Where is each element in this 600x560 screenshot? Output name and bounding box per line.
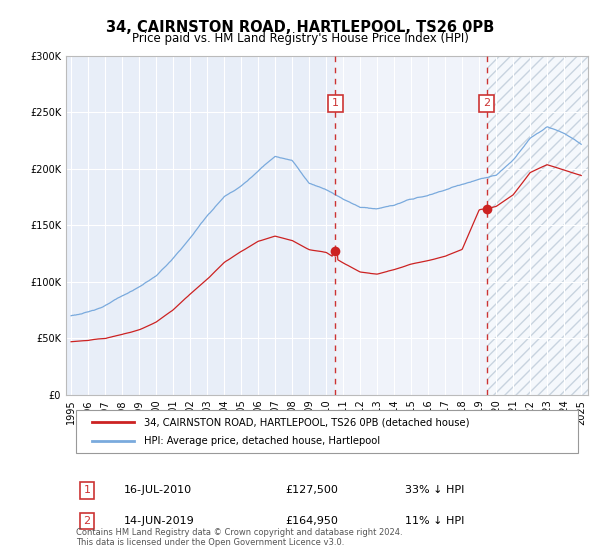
Text: 33% ↓ HPI: 33% ↓ HPI	[406, 486, 464, 495]
Text: £127,500: £127,500	[285, 486, 338, 495]
Text: 2: 2	[83, 516, 91, 526]
Text: HPI: Average price, detached house, Hartlepool: HPI: Average price, detached house, Hart…	[145, 436, 380, 446]
Bar	[487, 56, 590, 395]
Bar	[487, 56, 590, 395]
Text: 1: 1	[83, 486, 91, 495]
Bar	[335, 56, 487, 395]
Text: 14-JUN-2019: 14-JUN-2019	[124, 516, 194, 526]
Text: Contains HM Land Registry data © Crown copyright and database right 2024.
This d: Contains HM Land Registry data © Crown c…	[76, 528, 403, 547]
FancyBboxPatch shape	[76, 410, 578, 453]
Text: 34, CAIRNSTON ROAD, HARTLEPOOL, TS26 0PB (detached house): 34, CAIRNSTON ROAD, HARTLEPOOL, TS26 0PB…	[145, 417, 470, 427]
Text: £164,950: £164,950	[285, 516, 338, 526]
Text: 16-JUL-2010: 16-JUL-2010	[124, 486, 191, 495]
Text: Price paid vs. HM Land Registry's House Price Index (HPI): Price paid vs. HM Land Registry's House …	[131, 32, 469, 45]
Text: 2: 2	[483, 99, 490, 109]
Text: 34, CAIRNSTON ROAD, HARTLEPOOL, TS26 0PB: 34, CAIRNSTON ROAD, HARTLEPOOL, TS26 0PB	[106, 20, 494, 35]
Text: 1: 1	[332, 99, 339, 109]
Text: 11% ↓ HPI: 11% ↓ HPI	[406, 516, 464, 526]
